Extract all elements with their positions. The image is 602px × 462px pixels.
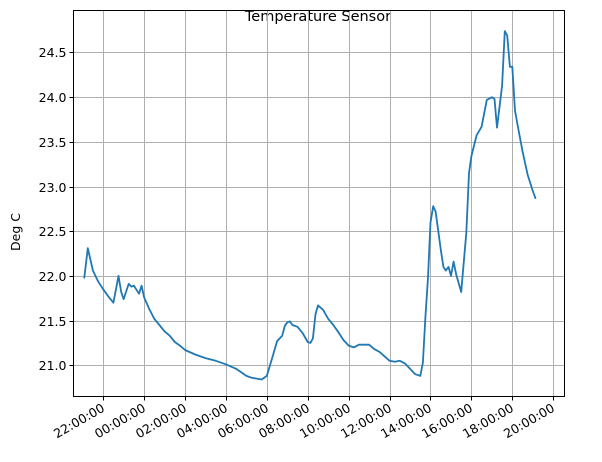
y-tick-label: 23.5 [39,135,67,150]
y-axis-ticks: 21.0 21.5 22.0 22.5 23.0 23.5 24.0 24.5 [39,45,74,373]
y-tick-label: 22.5 [39,224,67,239]
y-tick-label: 21.0 [39,358,67,373]
chart-title: Temperature Sensor [244,9,391,25]
y-tick: 24.0 [39,90,74,105]
temperature-series-line [83,30,537,381]
gridlines [73,10,565,397]
y-tick: 21.5 [39,314,74,329]
y-tick: 23.5 [39,135,74,150]
y-tick: 22.5 [39,224,74,239]
series-layer [83,30,537,381]
y-axis-label: Deg C [8,213,23,251]
y-tick: 22.0 [39,269,74,284]
y-tick-label: 23.0 [39,180,67,195]
y-tick-label: 24.5 [39,45,67,60]
y-tick-label: 24.0 [39,90,67,105]
y-tick: 23.0 [39,180,74,195]
y-tick: 21.0 [39,358,74,373]
plot-area-frame [73,10,565,397]
x-axis-ticks: 22:00:0000:00:0002:00:0004:00:0006:00:00… [51,396,557,441]
y-tick-label: 22.0 [39,269,67,284]
y-tick: 24.5 [39,45,74,60]
y-tick-label: 21.5 [39,314,67,329]
